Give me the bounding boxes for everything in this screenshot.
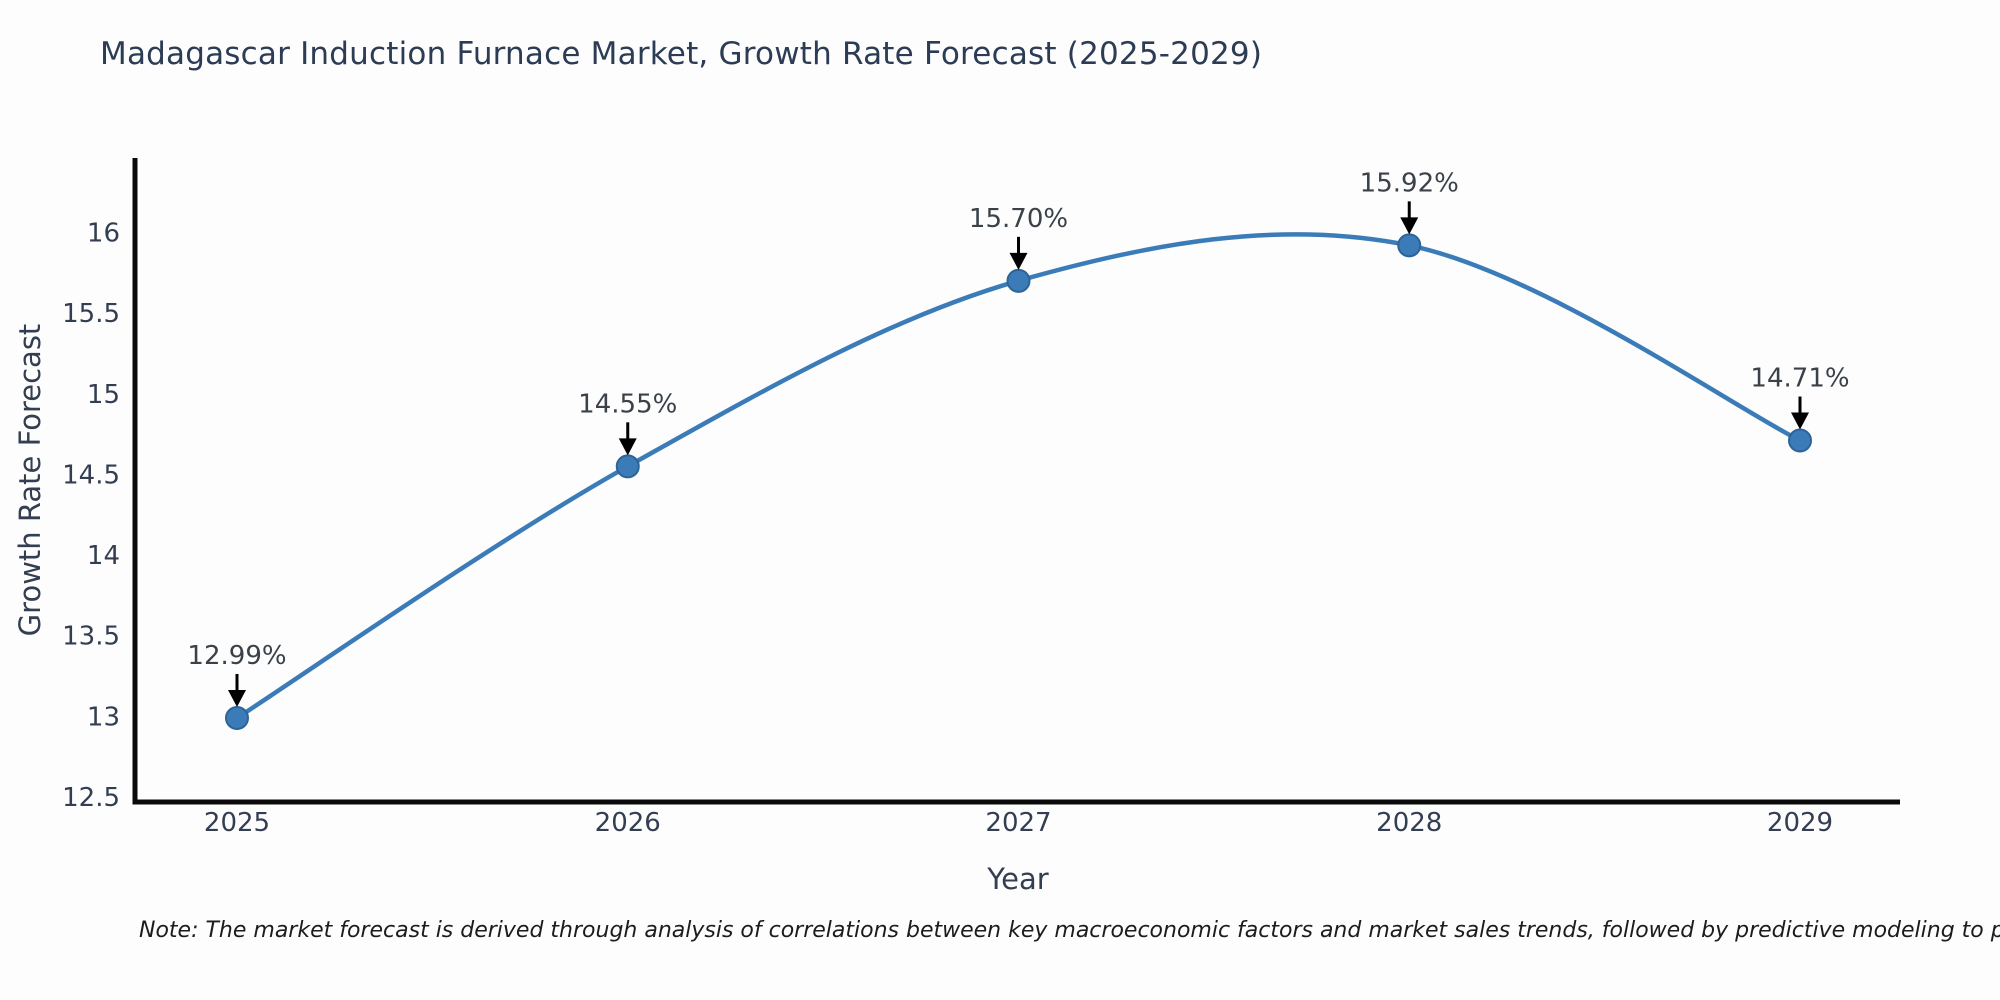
annotation-arrow-head [1400, 217, 1419, 235]
y-tick-label: 16 [87, 218, 120, 248]
annotation-label: 15.70% [969, 204, 1068, 234]
x-tick-label: 2029 [1767, 808, 1833, 838]
x-tick-label: 2025 [204, 808, 270, 838]
y-tick-label: 13.5 [62, 622, 120, 652]
annotation-arrow-head [228, 689, 246, 707]
data-point-marker [1006, 268, 1031, 293]
y-axis-title: Growth Rate Forecast [13, 323, 47, 637]
y-tick-label: 12.5 [62, 783, 120, 813]
annotation-label: 14.71% [1750, 364, 1849, 394]
y-tick-label: 15 [87, 380, 120, 410]
footnote: Note: The market forecast is derived thr… [139, 918, 2000, 943]
data-point-marker [1397, 233, 1422, 258]
annotation-label: 15.92% [1360, 168, 1459, 198]
annotation-arrow-head [1009, 252, 1028, 270]
y-tick-label: 13 [87, 702, 120, 732]
y-tick-label: 15.5 [62, 299, 120, 329]
x-tick-label: 2027 [985, 808, 1051, 838]
y-tick-label: 14 [87, 541, 120, 571]
annotation-label: 14.55% [578, 389, 677, 419]
x-axis-title: Year [987, 862, 1049, 896]
y-tick-label: 14.5 [62, 460, 120, 490]
annotation-label: 12.99% [187, 641, 286, 671]
data-point-marker [225, 705, 249, 730]
x-tick-label: 2028 [1376, 808, 1442, 838]
x-tick-label: 2026 [595, 808, 661, 838]
series-line [234, 232, 1803, 721]
annotation-arrow-head [1791, 412, 1809, 430]
chart-title: Madagascar Induction Furnace Market, Gro… [100, 36, 1263, 72]
data-point-marker [1788, 428, 1812, 453]
annotation-arrow-head [618, 438, 637, 456]
data-point-marker [615, 454, 640, 479]
